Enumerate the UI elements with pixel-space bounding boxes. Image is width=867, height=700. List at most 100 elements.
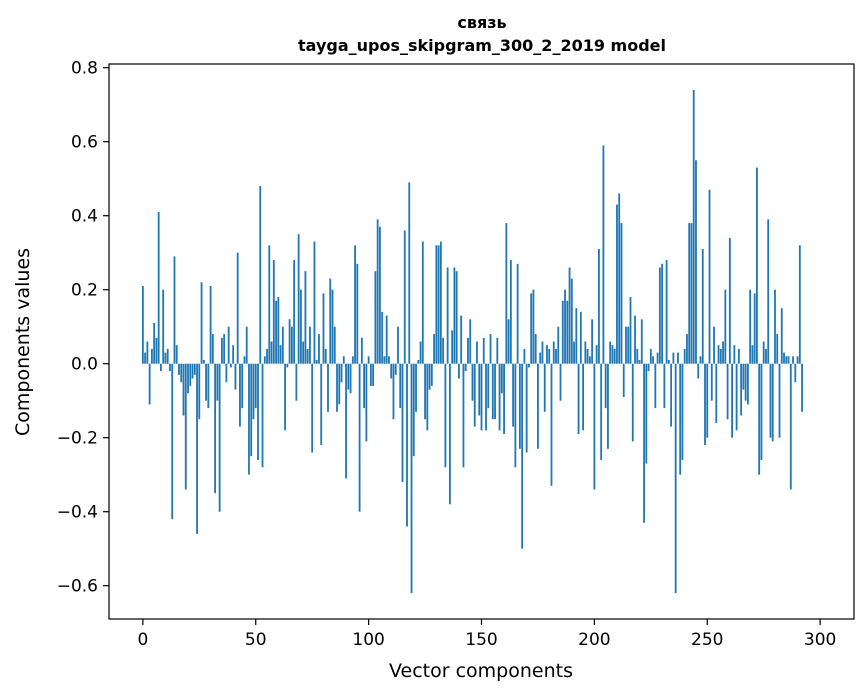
bar bbox=[360, 337, 363, 364]
bar bbox=[408, 182, 411, 364]
bar bbox=[333, 326, 336, 364]
y-tick-label: −0.6 bbox=[57, 577, 98, 597]
bar bbox=[665, 260, 668, 364]
bar bbox=[552, 341, 555, 364]
bar bbox=[318, 334, 320, 364]
bar bbox=[205, 363, 207, 401]
bar bbox=[211, 334, 214, 364]
bar bbox=[284, 363, 286, 431]
bar bbox=[516, 263, 519, 364]
bar bbox=[381, 311, 384, 364]
bar bbox=[765, 348, 767, 364]
bar bbox=[419, 341, 422, 364]
bar bbox=[261, 363, 264, 468]
bar bbox=[505, 223, 508, 364]
bar bbox=[686, 334, 688, 364]
bar bbox=[480, 363, 483, 431]
bar bbox=[309, 326, 311, 364]
bar bbox=[647, 363, 650, 372]
x-axis-ticks: 0 50 100 150 200 250 300 bbox=[137, 619, 836, 650]
y-tick-label: 0.0 bbox=[71, 355, 98, 375]
bar bbox=[541, 341, 544, 364]
bar bbox=[304, 271, 307, 364]
bar bbox=[573, 341, 575, 364]
bar bbox=[509, 260, 512, 364]
bar bbox=[374, 271, 377, 364]
bar bbox=[591, 319, 594, 364]
bar bbox=[311, 363, 314, 453]
bar bbox=[462, 363, 465, 468]
bar bbox=[372, 363, 375, 386]
bar bbox=[726, 363, 729, 420]
bar bbox=[406, 363, 408, 527]
bar bbox=[227, 326, 230, 364]
bar bbox=[164, 352, 167, 364]
bar bbox=[798, 245, 801, 364]
bar bbox=[302, 341, 305, 364]
y-tick-label: 0.4 bbox=[71, 207, 98, 227]
bar bbox=[785, 356, 788, 364]
bar bbox=[259, 186, 262, 364]
bar bbox=[514, 363, 517, 468]
bar bbox=[690, 223, 693, 364]
bar bbox=[275, 300, 277, 364]
bar bbox=[555, 348, 557, 364]
bar bbox=[699, 356, 702, 364]
bar bbox=[713, 326, 715, 364]
bar bbox=[383, 356, 386, 364]
x-tick-label: 100 bbox=[352, 630, 384, 650]
bar bbox=[566, 300, 569, 364]
bar bbox=[769, 363, 772, 438]
bar bbox=[324, 348, 327, 364]
x-tick-label: 300 bbox=[804, 630, 836, 650]
bar bbox=[385, 315, 388, 364]
bar bbox=[410, 363, 413, 594]
bar bbox=[277, 297, 280, 364]
bar bbox=[518, 363, 521, 449]
bar bbox=[719, 348, 722, 364]
bar bbox=[155, 337, 158, 364]
bar bbox=[421, 241, 424, 364]
bar bbox=[496, 337, 499, 364]
bar bbox=[207, 363, 210, 409]
bar bbox=[667, 360, 670, 364]
bar bbox=[299, 289, 302, 364]
bar bbox=[417, 360, 420, 364]
bar bbox=[451, 330, 454, 364]
bar bbox=[758, 363, 761, 475]
bar bbox=[559, 363, 562, 401]
bar bbox=[173, 256, 176, 364]
bar bbox=[756, 167, 758, 364]
bar bbox=[347, 363, 350, 390]
bar bbox=[169, 363, 171, 372]
bar bbox=[753, 293, 756, 364]
bar bbox=[184, 363, 187, 490]
bar bbox=[760, 363, 763, 460]
bar bbox=[230, 363, 232, 368]
bar bbox=[742, 363, 745, 390]
x-axis-label: Vector components bbox=[389, 660, 573, 682]
bar bbox=[444, 363, 447, 468]
bar bbox=[695, 160, 697, 364]
bar bbox=[722, 341, 724, 364]
bar bbox=[789, 363, 792, 490]
bar bbox=[629, 297, 632, 364]
bar bbox=[636, 348, 639, 364]
bar bbox=[706, 363, 709, 438]
bar bbox=[654, 363, 657, 409]
bar bbox=[162, 289, 165, 364]
bar bbox=[724, 289, 727, 364]
bar bbox=[412, 363, 415, 457]
bar bbox=[148, 363, 151, 405]
bar bbox=[620, 223, 623, 364]
bar bbox=[656, 352, 659, 364]
bar bbox=[762, 341, 765, 364]
bar bbox=[336, 363, 338, 412]
bar bbox=[584, 341, 587, 364]
bar bbox=[223, 334, 226, 364]
bar bbox=[415, 363, 417, 412]
plot-area-frame bbox=[108, 63, 855, 620]
bar bbox=[672, 352, 675, 364]
bar bbox=[546, 345, 548, 364]
bar bbox=[315, 360, 318, 364]
